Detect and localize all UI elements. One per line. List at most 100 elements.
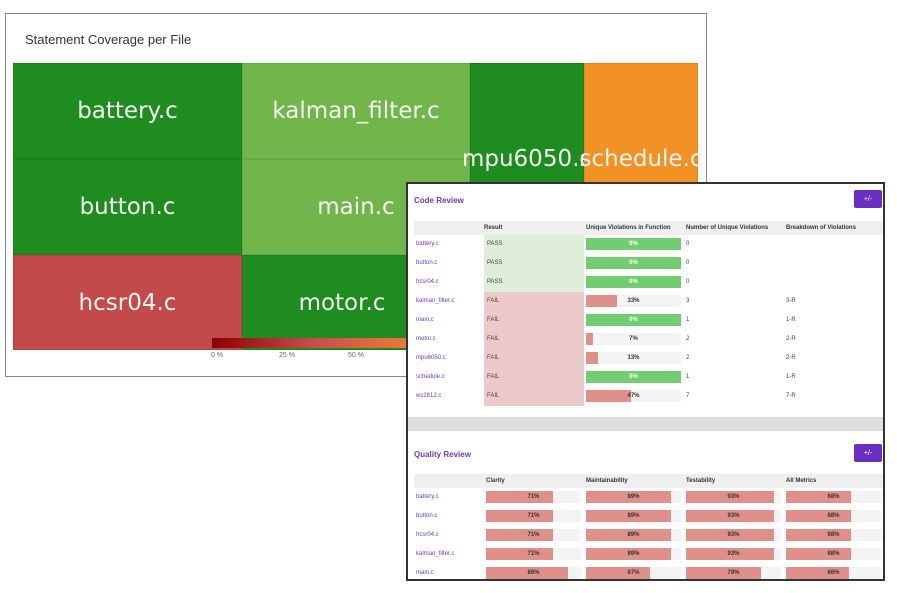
bar-fill [586, 529, 671, 541]
coverage-title: Statement Coverage per File [25, 32, 192, 47]
column-header: Breakdown of Violations [786, 225, 856, 231]
violation-breakdown: 2-R [786, 355, 796, 361]
violations-bar: 33% [586, 295, 681, 307]
code-review-toggle-button[interactable]: +/- [854, 190, 882, 208]
treemap-tile[interactable]: battery.c [13, 63, 242, 159]
violations-bar: 0% [586, 276, 681, 288]
metric-bar: 93% [686, 548, 781, 560]
violation-breakdown: 1-R [786, 317, 796, 323]
violation-breakdown: 1-R [786, 374, 796, 380]
table-row: motor.c FAIL 7% 2 2-R [414, 330, 883, 349]
file-link[interactable]: mpu6050.c [416, 355, 446, 361]
treemap-tile[interactable]: kalman_filter.c [242, 63, 470, 159]
treemap-tile[interactable]: hcsr04.c [13, 255, 242, 350]
violation-count: 7 [686, 393, 690, 399]
table-row: kalman_filter.c 71% 89% 93% 68% [414, 545, 883, 564]
file-link[interactable]: schedule.c [416, 374, 445, 380]
metric-bar: 68% [786, 491, 881, 503]
bar-label: 7% [629, 336, 638, 342]
metric-bar: 66% [786, 567, 881, 579]
file-link[interactable]: ws2812.c [416, 393, 442, 399]
bar-label: 33% [627, 298, 640, 304]
bar-fill [486, 491, 554, 503]
bar-label: 0% [629, 241, 638, 247]
violation-count: 0 [686, 260, 690, 266]
metric-bar: 71% [486, 491, 581, 503]
quality-review-header: Clarity Maintainability Testability All Met… [414, 474, 883, 488]
metric-bar: 71% [486, 529, 581, 541]
bar-fill [586, 491, 671, 503]
violation-breakdown: 2-R [786, 336, 796, 342]
table-row: button.c 71% 89% 93% 68% [414, 507, 883, 526]
bar-label: 93% [727, 532, 740, 538]
bar-label: 68% [827, 513, 840, 519]
result-cell: FAIL [484, 311, 584, 330]
metric-bar: 68% [786, 510, 881, 522]
violation-count: 1 [686, 374, 690, 380]
column-header: Clarity [486, 478, 505, 484]
violation-breakdown: 3-R [786, 298, 796, 304]
file-link[interactable]: main.c [416, 570, 434, 576]
violation-count: 0 [686, 241, 690, 247]
result-cell: FAIL [484, 387, 584, 406]
bar-fill [486, 548, 554, 560]
bar-fill [586, 257, 681, 269]
quality-review-toggle-button[interactable]: +/- [854, 444, 882, 462]
bar-fill [686, 548, 775, 560]
bar-fill [586, 333, 593, 345]
violation-count: 2 [686, 355, 690, 361]
bar-fill [586, 510, 671, 522]
file-link[interactable]: hcsr04.c [416, 532, 439, 538]
metric-bar: 89% [586, 548, 681, 560]
bar-label: 0% [629, 317, 638, 323]
bar-label: 68% [827, 532, 840, 538]
bar-label: 0% [629, 260, 638, 266]
bar-fill [586, 352, 599, 364]
violations-bar: 13% [586, 352, 681, 364]
file-link[interactable]: button.c [416, 513, 438, 519]
file-link[interactable]: battery.c [416, 241, 439, 247]
bar-label: 93% [727, 551, 740, 557]
violation-count: 2 [686, 336, 690, 342]
result-cell: FAIL [484, 292, 584, 311]
result-cell: FAIL [484, 368, 584, 387]
violations-bar: 47% [586, 390, 681, 402]
bar-fill [686, 529, 775, 541]
file-link[interactable]: button.c [416, 260, 438, 266]
bar-label: 89% [627, 532, 640, 538]
metric-bar: 93% [686, 529, 781, 541]
code-review-header: Result Unique Violations in Function Numbe… [414, 221, 883, 235]
bar-label: 0% [629, 279, 638, 285]
file-link[interactable]: battery.c [416, 494, 439, 500]
column-header: Testability [686, 478, 716, 484]
violations-bar: 0% [586, 371, 681, 383]
bar-fill [786, 510, 851, 522]
table-row: button.c PASS 0% 0 [414, 254, 883, 273]
result-cell: FAIL [484, 349, 584, 368]
metric-bar: 68% [786, 548, 881, 560]
violation-count: 1 [686, 317, 690, 323]
file-link[interactable]: main.c [416, 317, 434, 323]
file-link[interactable]: kalman_filter.c [416, 298, 455, 304]
bar-fill [486, 567, 568, 579]
metric-bar: 89% [586, 491, 681, 503]
table-row: ws2812.c FAIL 47% 7 7-R [414, 387, 883, 406]
metric-bar: 71% [486, 548, 581, 560]
file-link[interactable]: kalman_filter.c [416, 551, 455, 557]
metric-bar: 89% [586, 529, 681, 541]
bar-fill [486, 529, 554, 541]
bar-label: 68% [827, 551, 840, 557]
treemap-tile[interactable]: button.c [13, 159, 242, 255]
bar-fill [786, 567, 849, 579]
metric-bar: 68% [786, 529, 881, 541]
file-link[interactable]: hcsr04.c [416, 279, 439, 285]
bar-fill [586, 238, 681, 250]
bar-fill [586, 390, 631, 402]
column-header: Number of Unique Violations [686, 225, 769, 231]
violations-bar: 0% [586, 257, 681, 269]
metric-bar: 67% [586, 567, 681, 579]
file-link[interactable]: motor.c [416, 336, 436, 342]
column-header: Unique Violations in Function [586, 225, 671, 231]
review-panel: Code Review +/- Result Unique Violations … [406, 182, 885, 581]
bar-fill [686, 510, 775, 522]
